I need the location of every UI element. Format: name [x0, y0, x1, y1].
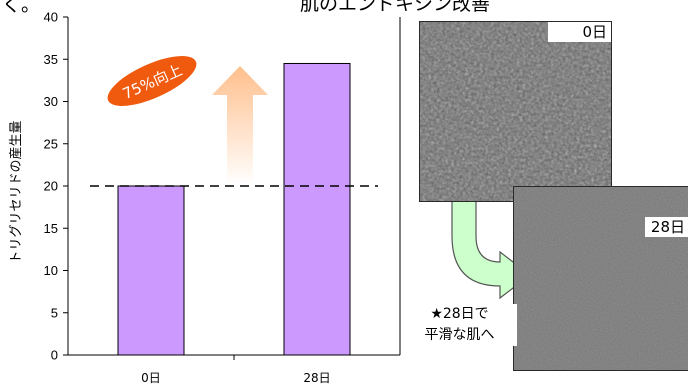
increase-arrow [212, 66, 268, 185]
y-axis-label: トリグリセリドの産生量 [8, 120, 23, 263]
y-tick-label: 5 [51, 305, 58, 320]
y-tick-label: 35 [44, 52, 58, 67]
y-tick-label: 30 [44, 94, 58, 109]
y-tick-label: 20 [44, 179, 58, 194]
result-note: ★28日で 平滑な肌へ [402, 304, 517, 346]
result-note-line2: 平滑な肌へ [424, 327, 495, 343]
x-category-label: 0日 [141, 371, 161, 385]
skin-photo-day28: 28日 [513, 186, 688, 371]
y-tick-label: 40 [44, 10, 58, 25]
y-tick-label: 15 [44, 221, 58, 236]
skin-photo-day0: 0日 [419, 21, 612, 202]
header-fragment-left: く。 [2, 0, 41, 16]
bar-1 [283, 62, 351, 356]
y-tick-label: 25 [44, 136, 58, 151]
skin-photo-day28-label: 28日 [644, 217, 688, 237]
bar-0 [117, 185, 185, 356]
y-tick-label: 10 [44, 263, 58, 278]
skin-photo-day0-label: 0日 [548, 22, 611, 42]
header-title-fragment: 肌のエンドキシン改善 [300, 0, 491, 15]
y-tick-label: 0 [51, 348, 58, 363]
result-note-line1: ★28日で [430, 306, 489, 322]
x-category-label: 28日 [303, 371, 330, 385]
skin-photo-day28-image [514, 187, 688, 370]
skin-photo-day0-image [420, 22, 611, 201]
